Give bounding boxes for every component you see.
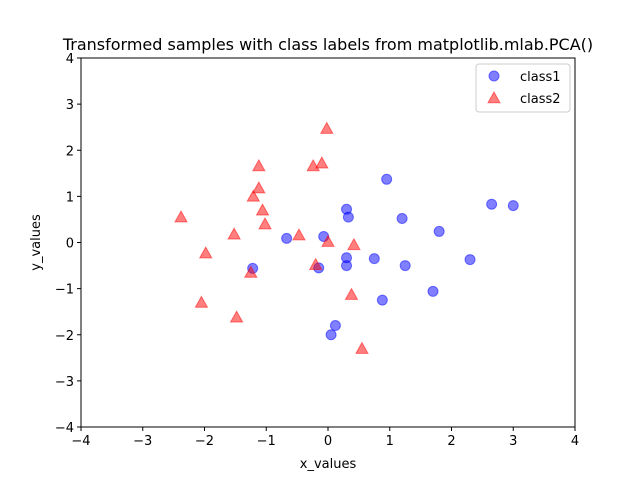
x-axis-label: x_values: [300, 457, 357, 472]
class2-point: [246, 189, 261, 202]
class2-point: [251, 181, 266, 194]
y-tick-label: 2: [66, 144, 74, 159]
x-tick-label: −2: [195, 434, 214, 449]
class1-point: [464, 254, 476, 266]
legend-label-class2: class2: [520, 92, 561, 107]
y-tick-label: 3: [66, 98, 74, 113]
class2-point: [227, 227, 241, 240]
class1-point: [342, 211, 354, 223]
class1-point: [376, 294, 388, 306]
x-tick-label: −3: [133, 434, 152, 449]
class1-point: [396, 213, 408, 225]
class2-point: [306, 158, 321, 172]
data-points: [174, 121, 519, 354]
class1-point: [427, 285, 439, 297]
class2-point: [314, 156, 329, 169]
class2-point: [198, 246, 213, 259]
legend-label-class1: class1: [520, 70, 561, 85]
y-tick-label: −4: [55, 421, 74, 436]
class1-point: [325, 329, 337, 341]
class2-point: [308, 257, 323, 270]
y-tick-label: −2: [55, 329, 74, 344]
legend: class1 class2: [475, 63, 571, 113]
x-tick-label: 1: [386, 434, 394, 449]
y-tick-label: −1: [55, 283, 74, 298]
y-tick-label: 0: [66, 237, 74, 252]
class2-point: [344, 287, 359, 300]
class2-point: [243, 265, 258, 278]
legend-marker-class1: [488, 70, 500, 82]
class1-point: [381, 173, 393, 185]
x-tick-label: 0: [324, 434, 332, 449]
class1-point: [507, 200, 519, 212]
class2-point: [319, 121, 334, 134]
class1-point: [368, 253, 380, 265]
class1-point: [281, 232, 293, 244]
class2-point: [174, 210, 188, 223]
chart-title: Transformed samples with class labels fr…: [62, 35, 593, 54]
class2-point: [258, 217, 272, 230]
y-tick-label: 1: [66, 190, 74, 205]
class2-point: [229, 310, 244, 323]
y-tick-label: −3: [55, 375, 74, 390]
class1-point: [486, 198, 498, 210]
class2-point: [255, 203, 270, 216]
class2-point: [194, 295, 209, 308]
x-tick-label: −4: [71, 434, 90, 449]
class2-point: [292, 228, 306, 241]
class2-point: [347, 237, 361, 251]
class2-point: [251, 158, 266, 172]
class2-point: [321, 234, 335, 247]
class2-point: [355, 341, 369, 354]
y-axis-label: y_values: [29, 214, 44, 271]
y-tick-label: 4: [66, 52, 74, 67]
x-tick-label: −1: [257, 434, 276, 449]
class1-point: [433, 225, 445, 237]
class1-point: [399, 260, 411, 272]
x-tick-label: 2: [447, 434, 455, 449]
legend-marker-class2: [487, 90, 501, 104]
x-tick-label: 3: [509, 434, 517, 449]
axis-ticks: −4 −3 −2 −1 0 1 2 3 4 −4 −3 −2 −1 0 1 2 3 4: [55, 52, 579, 449]
class1-point: [341, 260, 353, 272]
x-tick-label: 4: [571, 434, 579, 449]
class1-point: [329, 320, 341, 332]
